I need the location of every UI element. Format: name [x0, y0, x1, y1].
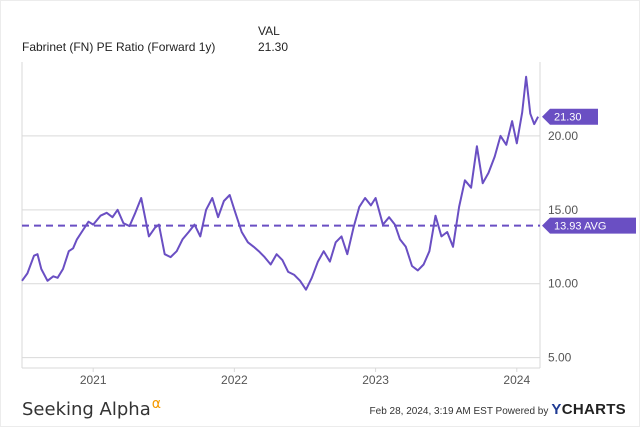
pe-ratio-line [21, 75, 539, 291]
series-name: Fabrinet (FN) PE Ratio (Forward 1y) [22, 40, 216, 54]
badges: 21.30 [542, 108, 598, 125]
timestamp: Feb 28, 2024, 3:19 AM EST Powered by [369, 406, 549, 417]
alpha-symbol: α [151, 396, 161, 412]
seeking-alpha-logo[interactable]: Seeking Alphaα [22, 396, 161, 420]
last-value-badge [542, 108, 598, 125]
grid-lines [21, 62, 541, 369]
legend-header: VAL [258, 24, 280, 38]
average-label: 13.93 AVG [554, 221, 606, 233]
ycharts-logo[interactable]: YCHARTS [551, 401, 626, 418]
brand-text: Seeking Alpha [22, 399, 151, 420]
y-tick-label: 20.00 [548, 129, 578, 143]
y-tick-label: 15.00 [548, 203, 578, 217]
x-tick-label: 2022 [221, 373, 248, 387]
series-current-value: 21.30 [258, 40, 289, 54]
axis-ticks: 5.00 10.00 15.00 20.00 2021 2022 2023 2024 [80, 129, 579, 387]
average-badge [542, 217, 636, 234]
ycharts-text: CHARTS [561, 401, 626, 418]
x-tick-label: 2024 [503, 373, 530, 387]
ycharts-mark: Y [551, 401, 562, 418]
footer-attribution: Feb 28, 2024, 3:19 AM EST Powered by YCHA… [370, 401, 626, 418]
x-tick-label: 2021 [80, 373, 107, 387]
x-tick-label: 2023 [362, 373, 389, 387]
y-tick-label: 10.00 [548, 277, 578, 291]
series-layer [21, 75, 539, 291]
y-tick-label: 5.00 [548, 351, 572, 365]
reference-lines: 13.93 AVG [22, 217, 636, 234]
last-value-label: 21.30 [554, 112, 582, 124]
